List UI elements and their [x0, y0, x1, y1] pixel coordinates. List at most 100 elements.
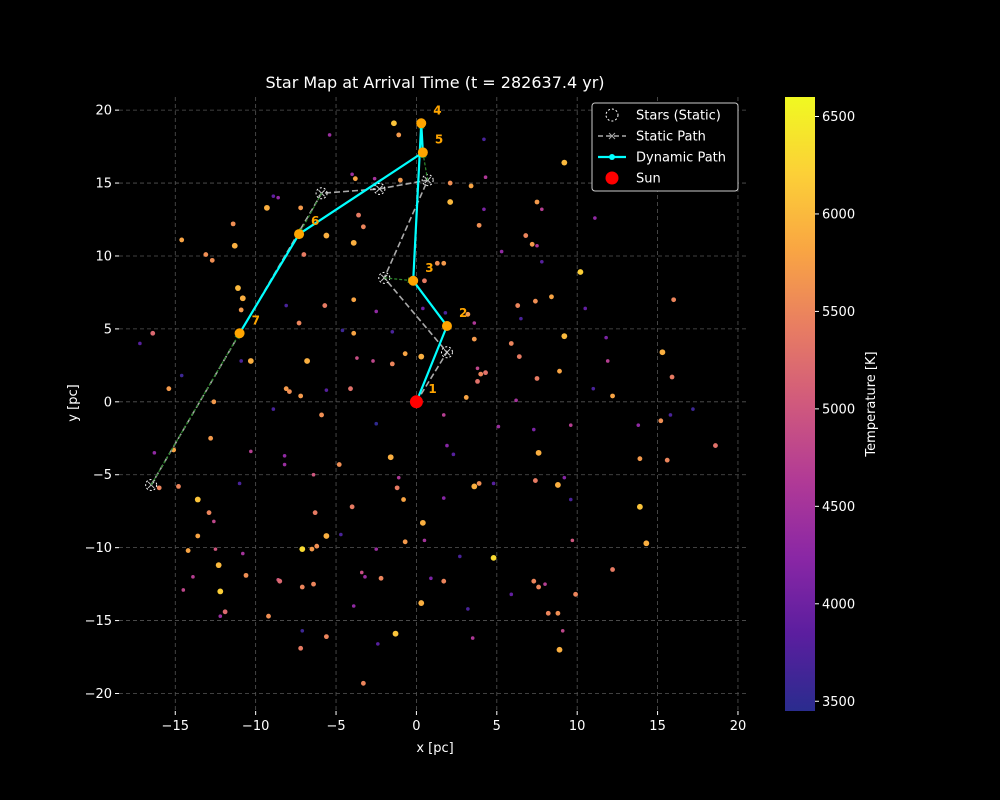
star-point [543, 582, 547, 586]
dynamic-path-star [416, 118, 427, 129]
static-star-marker [315, 187, 328, 200]
star-point [277, 578, 283, 584]
star-point [304, 358, 310, 364]
star-point [418, 600, 425, 606]
star-point [418, 353, 425, 360]
star-point [298, 645, 304, 651]
star-point [311, 472, 316, 477]
star-point [185, 548, 191, 553]
star-point [441, 260, 447, 266]
star-point [298, 393, 304, 399]
star-field [138, 120, 718, 686]
star-point [340, 328, 345, 333]
star-point [397, 177, 403, 183]
static-path-x-marker [443, 348, 451, 356]
drift-arrows [150, 122, 429, 486]
star-point [389, 361, 395, 367]
star-point [391, 120, 397, 127]
star-point [658, 418, 664, 424]
waypoint-label: 2 [459, 306, 467, 320]
star-point [299, 584, 305, 590]
star-point [394, 485, 400, 491]
star-point [483, 370, 488, 376]
star-point [195, 533, 201, 539]
star-point [470, 636, 475, 640]
star-point [282, 462, 287, 467]
star-point [360, 224, 366, 230]
star-point [350, 172, 354, 177]
star-point [323, 232, 330, 239]
x-tick-label: 5 [493, 719, 501, 734]
legend: Stars (Static) Static Path Dynamic Path Sun [591, 102, 739, 192]
star-point [179, 373, 184, 378]
star-point [605, 359, 610, 363]
y-tick-label: −20 [85, 687, 112, 702]
y-tick-label: 5 [104, 322, 112, 337]
star-point [264, 204, 270, 211]
star-point [237, 481, 242, 486]
star-point [363, 575, 367, 579]
star-point [549, 294, 554, 300]
x-tick-label: 20 [730, 719, 747, 734]
star-point [396, 132, 402, 138]
star-point [301, 252, 307, 257]
star-point [300, 628, 305, 633]
star-point [540, 207, 544, 212]
star-point [359, 570, 364, 575]
legend-swatch-stars-static [605, 108, 619, 122]
star-point [230, 221, 236, 227]
star-point [287, 389, 292, 395]
legend-swatch-dynamic-dot [609, 154, 615, 160]
star-point [348, 386, 353, 392]
y-tick-label: 10 [95, 249, 112, 264]
star-point [387, 454, 394, 461]
star-point [378, 575, 384, 581]
dynamic-path-star [408, 275, 419, 286]
dynamic-path-star [441, 320, 452, 331]
star-point [472, 321, 477, 325]
star-point [419, 519, 426, 526]
star-point [562, 475, 567, 480]
x-tick-label: −10 [242, 719, 269, 734]
static-star-marker [145, 478, 158, 491]
star-point [212, 519, 216, 524]
star-point [434, 260, 440, 266]
star-point [422, 538, 427, 543]
sun-marker [409, 395, 423, 409]
star-point [577, 269, 584, 275]
dynamic-path-star [294, 229, 305, 240]
star-point [322, 303, 328, 308]
star-point [176, 484, 181, 489]
star-point [324, 388, 329, 392]
star-point [447, 199, 454, 205]
star-point [573, 591, 578, 597]
star-point [206, 510, 212, 516]
star-point [499, 249, 504, 254]
star-point [351, 604, 356, 608]
star-point [339, 532, 343, 537]
star-point [593, 216, 597, 220]
colorbar-gradient [785, 97, 815, 711]
star-point [441, 413, 446, 417]
star-point [441, 578, 447, 584]
waypoint-label: 7 [252, 313, 260, 327]
star-point [465, 311, 471, 317]
star-point [240, 551, 245, 556]
star-point [471, 336, 477, 342]
colorbar-tick-label: 5500 [822, 305, 855, 320]
star-point [421, 306, 425, 311]
static-path-x-marker [380, 274, 388, 282]
star-point [215, 562, 222, 569]
star-point [475, 378, 480, 384]
legend-swatch-static-path-x [608, 132, 616, 140]
star-point [360, 680, 366, 686]
star-point [531, 427, 536, 432]
star-point [243, 572, 249, 578]
y-tick-label: −5 [93, 468, 112, 483]
star-point [447, 180, 453, 186]
dynamic-path: 1 2 3 4 5 6 7 [234, 103, 467, 403]
star-point [231, 242, 238, 249]
star-point [535, 449, 542, 456]
star-point [555, 610, 561, 616]
